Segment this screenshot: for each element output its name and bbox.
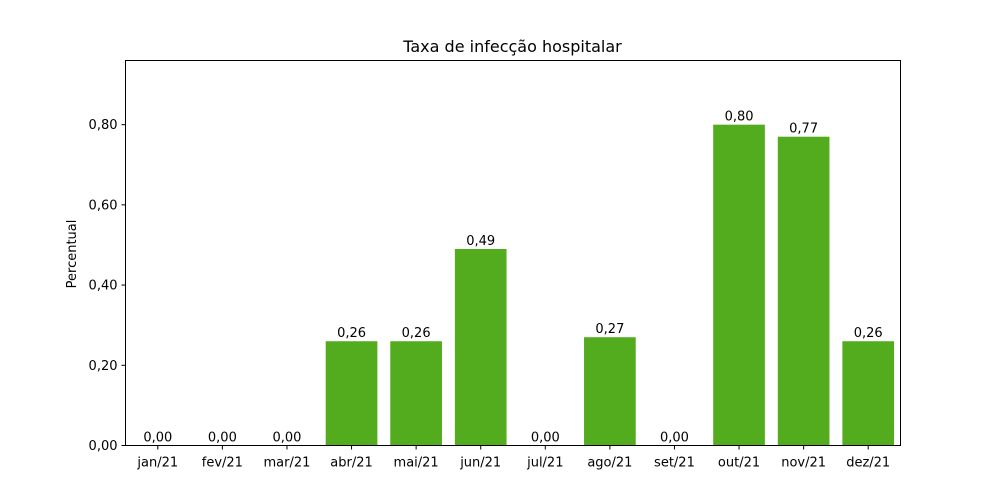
bar-nov-21 <box>777 136 830 446</box>
bar-dez-21 <box>842 341 895 446</box>
data-label-dez-21: 0,26 <box>854 326 883 341</box>
x-tick-label: out/21 <box>718 456 760 471</box>
x-tick-label: abr/21 <box>330 456 373 471</box>
x-tick-label: mai/21 <box>394 456 439 471</box>
data-label-jun-21: 0,49 <box>466 234 495 249</box>
plot-frame <box>125 60 901 446</box>
x-tick-label: mar/21 <box>264 456 311 471</box>
bars-group <box>325 124 895 446</box>
bar-jun-21 <box>454 248 507 446</box>
data-label-mar-21: 0,00 <box>272 431 301 446</box>
bar-mai-21 <box>390 341 442 446</box>
x-axis-ticks: jan/21 fev/21 mar/21 abr/21 mai/21 jun/21 jul/… <box>136 445 890 471</box>
y-tick-label: 0,60 <box>89 198 118 213</box>
bar-out-21 <box>713 124 765 446</box>
data-label-ago-21: 0,27 <box>595 322 624 337</box>
data-label-set-21: 0,00 <box>660 431 689 446</box>
x-tick-label: fev/21 <box>202 456 243 471</box>
data-label-nov-21: 0,77 <box>789 122 818 137</box>
x-tick-label: jun/21 <box>459 456 501 471</box>
x-tick-label: dez/21 <box>846 456 890 471</box>
data-label-out-21: 0,80 <box>725 110 754 125</box>
chart-title: Taxa de infecção hospitalar <box>402 37 622 56</box>
y-tick-label: 0,00 <box>89 439 118 454</box>
bar-ago-21 <box>584 337 636 446</box>
data-label-abr-21: 0,26 <box>337 326 366 341</box>
x-tick-label: set/21 <box>654 456 695 471</box>
x-tick-label: ago/21 <box>587 456 632 471</box>
y-tick-label: 0,40 <box>89 279 118 294</box>
data-labels-group: 0,00 0,00 0,00 0,26 0,26 0,49 0,00 0,27 0,00 0,80… <box>143 110 882 446</box>
y-tick-label: 0,20 <box>89 359 118 374</box>
x-tick-label: jul/21 <box>526 456 563 471</box>
data-label-mai-21: 0,26 <box>402 326 431 341</box>
y-axis-label: Percentual <box>65 220 80 289</box>
y-axis-ticks: 0,00 0,20 0,40 0,60 0,80 <box>89 118 126 454</box>
data-label-fev-21: 0,00 <box>208 431 237 446</box>
data-label-jul-21: 0,00 <box>531 431 560 446</box>
x-tick-label: jan/21 <box>136 456 178 471</box>
bar-abr-21 <box>325 341 378 446</box>
data-label-jan-21: 0,00 <box>143 431 172 446</box>
x-tick-label: nov/21 <box>781 456 826 471</box>
y-tick-label: 0,80 <box>89 118 118 133</box>
